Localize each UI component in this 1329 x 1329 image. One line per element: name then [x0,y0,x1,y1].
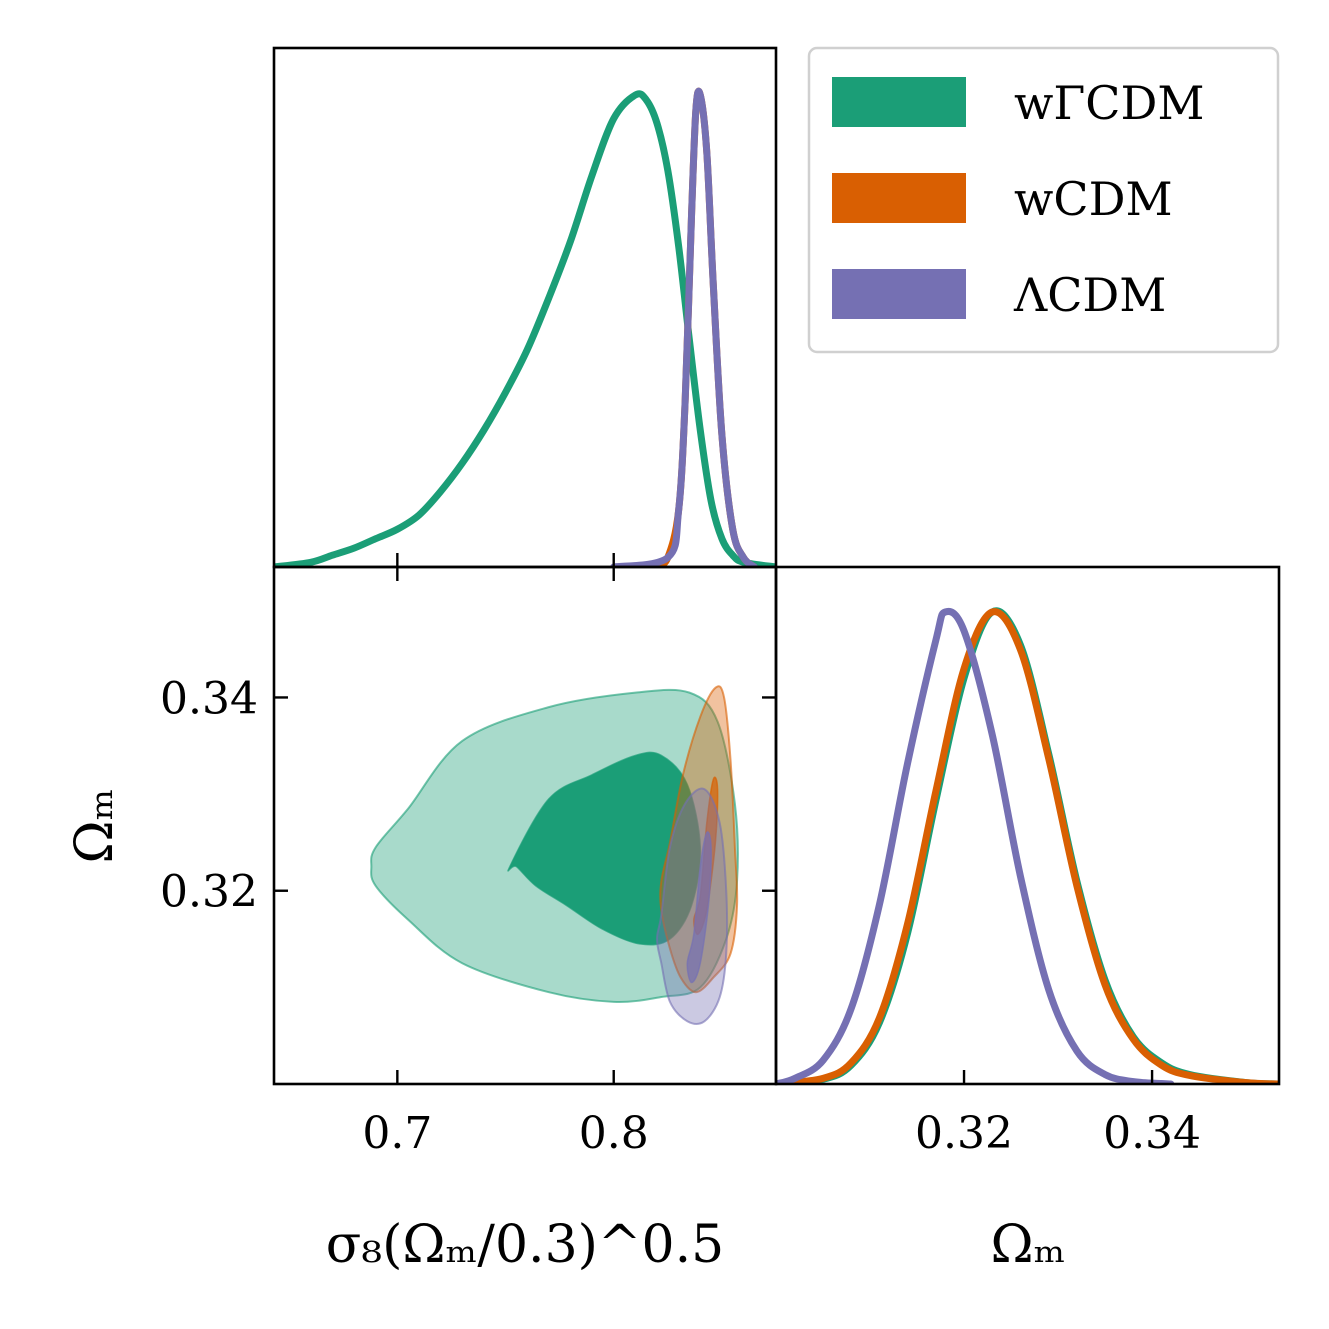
x-tick-label-sigma8: 0.7 [362,1108,432,1159]
right-panel-frame [774,565,1281,1086]
y-axis-label-left: Ωₘ [65,788,125,863]
marginal-sigma8-panel [274,87,776,567]
marginal-omega-m-panel [776,607,1279,1084]
marginal-sigma8-line-lcdm [610,87,758,567]
x-axis-label-text: σ₈(Ωₘ/0.3)^0.5 [326,1215,724,1275]
x-tick-label-sigma8: 0.8 [579,1108,649,1159]
axis-ticks: 0.7 0.8 0.32 0.32 0.34 0.34 [160,553,1201,1159]
legend-label: ΛCDM [1013,268,1166,322]
legend-swatch [832,269,966,319]
legend: wΓCDM wCDM ΛCDM [807,46,1280,354]
svg-text:σ₈(Ωₘ/0.3)^0.5: σ₈(Ωₘ/0.3)^0.5 [326,1215,724,1275]
marginal-omega-m-line-wcdm [776,608,1279,1084]
legend-label: wCDM [1014,172,1173,226]
contour-1sigma-lcdm [686,831,712,984]
joint-contour-panel [370,685,739,1025]
legend-swatch [832,173,966,223]
contour-2sigma-wcdm [659,685,739,994]
y-tick-label-omega-m: 0.34 [160,673,258,724]
marginal-sigma8-line-wgcdm [274,90,776,567]
top-panel-frame [272,46,778,569]
x-tick-label-omega-m: 0.32 [915,1108,1013,1159]
contour-1sigma-wgcdm [507,751,702,946]
legend-swatch [832,77,966,127]
x-axis-label-right: Ωₘ [990,1215,1065,1275]
x-axis-label-left: σ₈(Ωₘ/0.3)^0.5 [326,1215,724,1275]
marginal-omega-m-line-lcdm [776,607,1175,1084]
legend-label: wΓCDM [1014,76,1204,130]
x-tick-label-omega-m: 0.34 [1103,1108,1201,1159]
y-tick-label-omega-m: 0.32 [160,867,258,918]
